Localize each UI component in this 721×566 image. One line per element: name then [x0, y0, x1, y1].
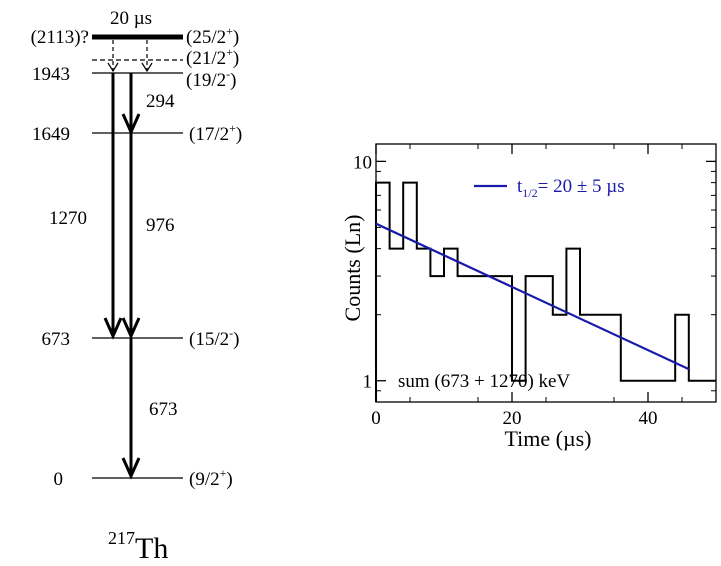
level-spin-17-2: (17/2+)	[189, 121, 242, 145]
transition-1270-arrowhead	[103, 317, 123, 340]
level-energy-673: 673	[42, 329, 71, 350]
decay-chart: 0 20 40 1 10 t1/2= 20 ± 5 µs sum (673 + 127…	[340, 143, 717, 451]
transition-294-arrowhead	[121, 113, 141, 136]
nucleus-label: 217Th	[108, 528, 168, 565]
level-scheme: 20 µs (2113)? 1943 1649 673 0 (25/2+) (2…	[31, 8, 243, 565]
chart-annotation: sum (673 + 1270) keV	[398, 371, 570, 392]
x-axis-title: Time (µs)	[504, 426, 591, 451]
transition-label-673: 673	[149, 399, 178, 420]
level-spin-9-2: (9/2+)	[189, 466, 233, 490]
transition-label-294: 294	[146, 91, 175, 112]
level-energy-1943: 1943	[32, 64, 70, 85]
x-tick-label: 0	[371, 408, 381, 429]
x-tick-label: 40	[639, 408, 658, 429]
level-spin-25-2: (25/2+)	[186, 24, 239, 48]
level-spin-21-2: (21/2+)	[186, 45, 239, 69]
y-axis-title: Counts (Ln)	[340, 215, 365, 322]
fit-line	[375, 222, 690, 371]
histogram-counts	[375, 181, 716, 402]
transition-label-1270: 1270	[49, 208, 87, 229]
feeding-arrowhead-left	[107, 62, 119, 73]
y-tick-label: 10	[353, 152, 372, 173]
transition-673-arrowhead	[121, 457, 141, 480]
transition-976-arrowhead	[121, 317, 141, 340]
level-spin-19-2: (19/2-)	[186, 67, 236, 91]
legend-label: t1/2= 20 ± 5 µs	[517, 176, 625, 200]
level-energy-0: 0	[54, 469, 64, 490]
y-tick-label: 1	[363, 372, 373, 393]
level-energy-1649: 1649	[32, 124, 70, 145]
y-tick-labels: 1 10	[353, 152, 372, 392]
feeding-arrowhead-right	[141, 62, 153, 73]
x-tick-label: 20	[503, 408, 522, 429]
transition-label-976: 976	[146, 215, 175, 236]
level-energy-2113: (2113)?	[31, 27, 89, 48]
x-tick-labels: 0 20 40	[371, 408, 657, 429]
isomer-half-life-label: 20 µs	[110, 8, 152, 29]
level-spin-15-2: (15/2-)	[189, 326, 239, 350]
axis-ticks	[375, 144, 716, 403]
